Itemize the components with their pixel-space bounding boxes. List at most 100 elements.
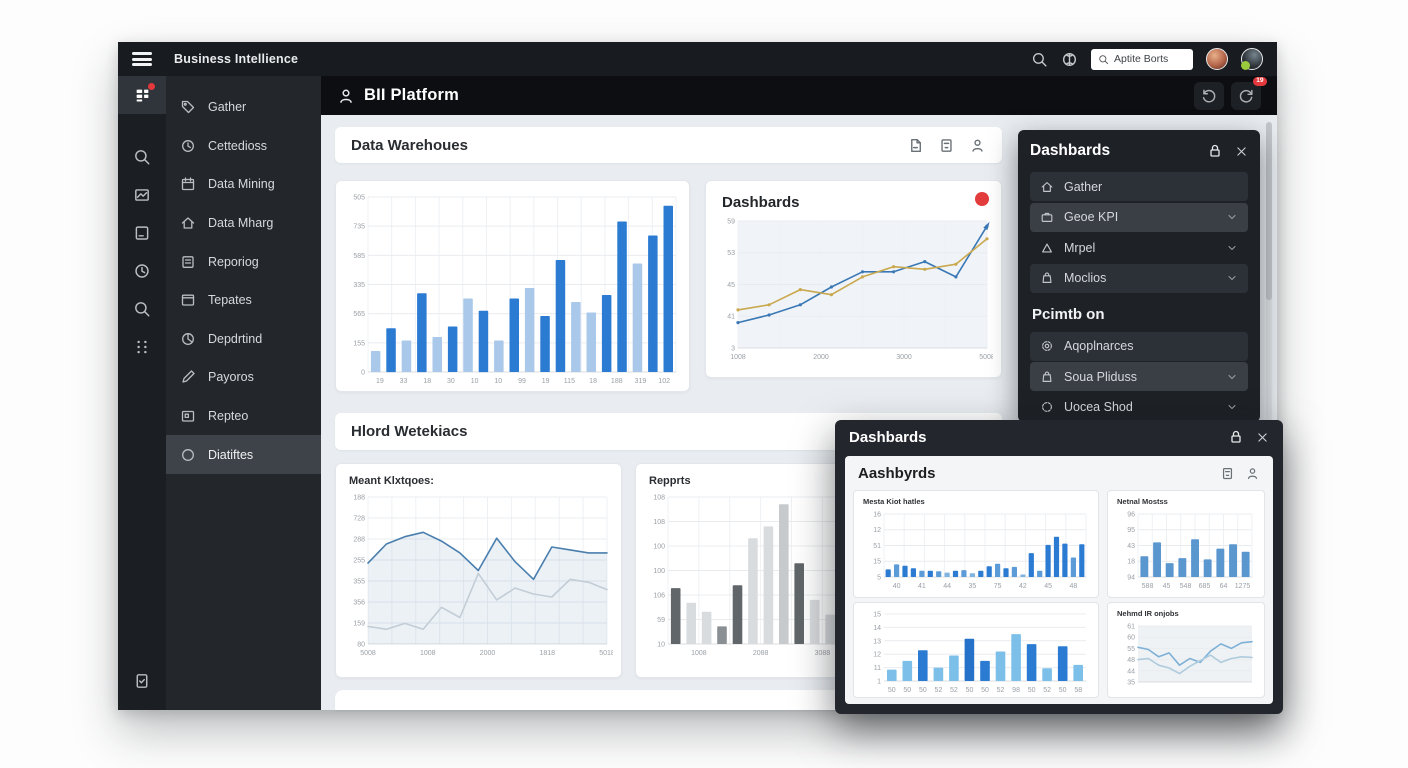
lock-icon[interactable] [1207,143,1223,159]
panel-item-geoe-kpi[interactable]: Geoe KPI [1030,202,1248,232]
svg-text:45: 45 [1163,583,1171,590]
hamburger-menu-icon[interactable] [132,52,152,66]
sidebar-item-depdrtind[interactable]: Depdrtind [166,320,321,359]
file-report-icon[interactable] [938,137,955,154]
topbar-search[interactable] [1091,48,1193,70]
bag-icon [1040,370,1054,384]
svg-text:75: 75 [994,583,1002,590]
modal-chart-card-4: Nehmd IR onjobs 61 60 55 48 44 35 [1107,602,1265,698]
sidebar-item-payoros[interactable]: Payoros [166,358,321,397]
svg-text:41: 41 [918,583,926,590]
panel-item-aqoplnarces[interactable]: Aqoplnarces [1030,331,1248,361]
panel-item-label: Gather [1064,179,1103,194]
sidebar-item-data-mining[interactable]: Data Mining [166,165,321,204]
rail-item-dashboard[interactable] [118,76,166,114]
search-icon [133,300,151,318]
sidebar-item-reporiog[interactable]: Reporiog [166,242,321,281]
svg-text:18: 18 [423,378,431,385]
svg-text:55: 55 [1127,646,1135,653]
rail-item-apps[interactable] [118,328,166,366]
rail-item-history[interactable] [118,252,166,290]
svg-text:548: 548 [1180,583,1192,590]
modal-chart-card-2: Netnal Mostss 96 95 43 18 94 588 45 548 685 64 127… [1107,490,1265,598]
history-button[interactable] [1194,81,1224,110]
scrollbar-thumb[interactable] [1266,122,1272,300]
triangle-icon [1040,241,1054,255]
sidebar-item-diatiftes[interactable]: Diatiftes [166,435,321,474]
svg-text:255: 255 [353,557,365,564]
calendar-icon [180,176,196,192]
svg-text:30: 30 [447,378,455,385]
svg-text:10: 10 [494,378,502,385]
lock-icon[interactable] [1228,429,1244,445]
history-icon [1200,87,1218,105]
chevron-down-icon [1226,242,1238,254]
svg-text:18: 18 [589,378,597,385]
panel-item-gather[interactable]: Gather [1030,172,1248,201]
person-icon[interactable] [1245,466,1260,481]
card-title: Mesta Kiot hatles [863,497,925,506]
svg-text:41: 41 [727,314,735,321]
close-icon[interactable] [1235,145,1248,158]
card-icon [180,408,196,424]
avatar[interactable] [1241,48,1263,70]
tag-icon [180,99,196,115]
rail-item-search[interactable] [118,138,166,176]
svg-text:80: 80 [357,641,365,648]
panel-item-moclios[interactable]: Moclios [1030,263,1248,293]
person-icon[interactable] [969,137,986,154]
svg-text:50: 50 [966,687,974,694]
svg-text:50: 50 [919,687,927,694]
svg-text:99: 99 [518,378,526,385]
sidebar-item-repteo[interactable]: Repteo [166,397,321,436]
svg-text:33: 33 [400,378,408,385]
rail-item-notes[interactable] [118,214,166,252]
avatar[interactable] [1206,48,1228,70]
panel-item-mrpel[interactable]: Mrpel [1030,233,1248,262]
panel-item-label: Geoe KPI [1064,210,1119,224]
panel-item-uocea-shod[interactable]: Uocea Shod [1030,393,1248,422]
svg-text:685: 685 [1199,583,1211,590]
svg-text:12: 12 [873,652,881,659]
svg-text:40: 40 [893,583,901,590]
svg-text:52: 52 [950,687,958,694]
rail-item-saved[interactable] [118,662,166,700]
svg-text:59: 59 [657,617,665,624]
panel-item-soua-pliduss[interactable]: Soua Pliduss [1030,362,1248,391]
svg-text:15: 15 [873,611,881,618]
card-title: Repprts [649,475,691,487]
svg-text:50: 50 [1028,687,1036,694]
modal-bar-chart-1: 16 12 51 15 5 40 41 44 35 75 42 45 48 [860,508,1092,590]
scrollbar-track[interactable] [1266,122,1272,706]
sidebar-item-data-mharg[interactable]: Data Mharg [166,204,321,243]
sidebar-item-tepates[interactable]: Tepates [166,281,321,320]
file-export-icon[interactable] [907,137,924,154]
warehouse-bar-chart: 505 735 585 335 565 155 0 19 33 18 30 10 10 99 19 115 18… [344,191,681,385]
search-icon[interactable] [1031,51,1048,68]
panel-title: Hlord Wetekiacs [351,423,468,440]
svg-text:52: 52 [934,687,942,694]
icon-rail [118,76,166,710]
rail-item-search-2[interactable] [118,290,166,328]
chevron-down-icon [1226,211,1238,223]
scan-icon[interactable] [1061,51,1078,68]
svg-text:18: 18 [1127,559,1135,566]
close-icon[interactable] [1256,431,1269,444]
svg-text:50: 50 [888,687,896,694]
svg-text:12: 12 [873,527,881,534]
svg-text:108: 108 [653,519,665,526]
svg-text:50: 50 [981,687,989,694]
search-input[interactable] [1114,53,1186,65]
svg-text:5008: 5008 [360,650,376,657]
notification-badge: 19 [1252,76,1267,86]
rail-item-media[interactable] [118,176,166,214]
apps-grid-icon [133,338,151,356]
sidebar-item-cettedioss[interactable]: Cettedioss [166,127,321,166]
svg-text:52: 52 [1043,687,1051,694]
refresh-button[interactable]: 19 [1231,76,1267,110]
sidebar-item-label: Data Mining [208,177,275,192]
svg-text:48: 48 [1069,583,1077,590]
sidebar-item-label: Cettedioss [208,138,268,153]
file-report-icon[interactable] [1220,466,1235,481]
sidebar-item-gather[interactable]: Gather [166,88,321,127]
